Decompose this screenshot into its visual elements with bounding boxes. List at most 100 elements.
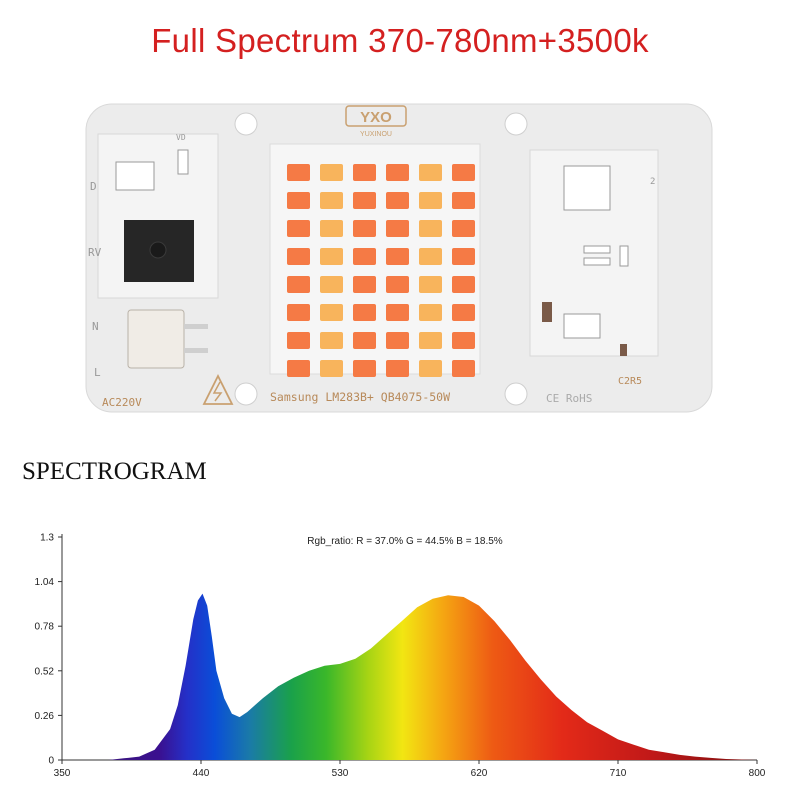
led-chip xyxy=(452,276,475,293)
y-tick-label: 1.3 xyxy=(40,533,54,544)
led-chip xyxy=(386,276,409,293)
led-chip xyxy=(452,332,475,349)
led-chip xyxy=(419,220,442,237)
label-l: L xyxy=(94,366,101,379)
smd-resistor xyxy=(620,344,627,356)
led-chip xyxy=(320,192,343,209)
led-chip xyxy=(419,276,442,293)
label-d: D xyxy=(90,180,97,193)
model-label: Samsung LM283B+ QB4075-50W xyxy=(270,390,450,404)
led-chip xyxy=(452,220,475,237)
smd-resistor xyxy=(542,302,552,322)
rgb-ratio-annotation: Rgb_ratio: R = 37.0% G = 44.5% B = 18.5% xyxy=(307,536,503,547)
led-chip xyxy=(419,332,442,349)
led-chip xyxy=(353,220,376,237)
led-cob-board: YXO YUXINOU VD D RV N L AC220V Samsung L… xyxy=(85,103,713,413)
led-chip xyxy=(287,360,310,377)
connector-pin xyxy=(184,348,208,353)
led-chip xyxy=(452,304,475,321)
brand-logo: YXO xyxy=(360,109,392,126)
y-tick-label: 0.78 xyxy=(35,622,55,633)
y-tick-label: 0 xyxy=(48,756,54,767)
x-tick-label: 800 xyxy=(749,768,766,779)
smd-component xyxy=(619,245,629,267)
led-chip xyxy=(320,276,343,293)
smd-component xyxy=(563,313,601,339)
brand-subtext: YUXINOU xyxy=(360,131,392,138)
spectrum-chart: 00.260.520.781.041.3 350 440 530 620 710 800 … xyxy=(35,533,766,780)
hazard-bolt xyxy=(212,381,223,402)
led-chip xyxy=(353,276,376,293)
power-connector xyxy=(127,309,185,369)
led-chip xyxy=(386,248,409,265)
led-chip xyxy=(419,304,442,321)
led-chip xyxy=(287,192,310,209)
led-chip xyxy=(320,164,343,181)
x-tick-label: 350 xyxy=(54,768,71,779)
mount-hole xyxy=(504,112,528,136)
brand-logo-box xyxy=(345,105,407,127)
led-chip xyxy=(386,220,409,237)
mount-hole xyxy=(234,382,258,406)
label-vd: VD xyxy=(176,133,186,142)
led-chip xyxy=(353,304,376,321)
led-grid xyxy=(287,164,475,377)
led-chip xyxy=(320,360,343,377)
smd-component xyxy=(583,257,611,266)
led-chip xyxy=(353,332,376,349)
led-chip xyxy=(353,164,376,181)
connector-pin xyxy=(184,324,208,329)
led-chip xyxy=(287,304,310,321)
led-chip xyxy=(386,192,409,209)
led-chip xyxy=(386,304,409,321)
x-tick-label: 710 xyxy=(610,768,627,779)
led-chip xyxy=(386,360,409,377)
voltage-label: AC220V xyxy=(102,396,142,409)
led-chip xyxy=(287,332,310,349)
driver-ic xyxy=(563,165,611,211)
y-tick-label: 0.52 xyxy=(35,666,55,677)
led-chip xyxy=(386,332,409,349)
page-title: Full Spectrum 370-780nm+3500k xyxy=(151,22,649,59)
spectrum-area xyxy=(92,593,757,760)
smd-component xyxy=(583,245,611,254)
mount-hole xyxy=(504,382,528,406)
hazard-icon xyxy=(202,373,234,405)
mount-hole xyxy=(234,112,258,136)
led-chip xyxy=(452,164,475,181)
led-chip xyxy=(320,304,343,321)
x-ticks: 350 440 530 620 710 800 xyxy=(54,760,766,779)
rectifier-dot xyxy=(149,241,167,259)
smd-component xyxy=(115,161,155,191)
y-ticks: 0 0.26 0.52 0.78 1.04 1.3 xyxy=(35,533,62,767)
led-chip xyxy=(287,276,310,293)
spectrogram-heading: SPECTROGRAM xyxy=(22,458,207,485)
y-tick-label: 0.26 xyxy=(35,711,55,722)
led-chip xyxy=(287,248,310,265)
led-chip xyxy=(287,164,310,181)
led-chip xyxy=(452,192,475,209)
led-chip xyxy=(353,248,376,265)
led-chip xyxy=(419,192,442,209)
led-chip xyxy=(419,360,442,377)
led-chip xyxy=(419,164,442,181)
label-rv: RV xyxy=(88,246,102,259)
led-chip xyxy=(452,360,475,377)
smd-component xyxy=(177,149,189,175)
label-2: 2 xyxy=(650,177,655,187)
y-tick-label: 1.04 xyxy=(35,577,55,588)
led-chip xyxy=(287,220,310,237)
led-chip xyxy=(353,360,376,377)
led-chip xyxy=(320,220,343,237)
x-tick-label: 440 xyxy=(193,768,210,779)
led-chip xyxy=(452,248,475,265)
cert-label: CE RoHS xyxy=(546,392,592,405)
label-n: N xyxy=(92,320,99,333)
x-tick-label: 530 xyxy=(332,768,349,779)
x-tick-label: 620 xyxy=(471,768,488,779)
led-chip xyxy=(419,248,442,265)
led-chip xyxy=(386,164,409,181)
label-c2r5: C2R5 xyxy=(618,376,642,387)
led-chip xyxy=(320,248,343,265)
led-chip xyxy=(320,332,343,349)
